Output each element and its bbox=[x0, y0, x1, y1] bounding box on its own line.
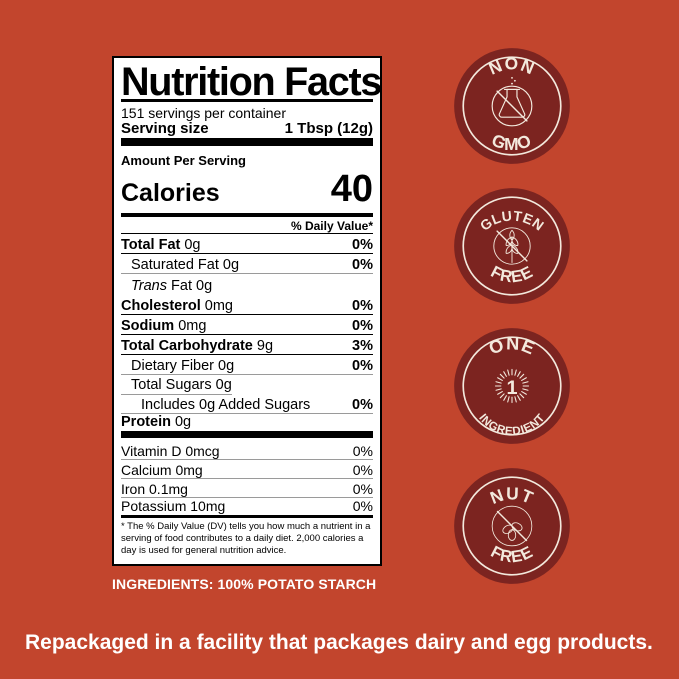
svg-text:1: 1 bbox=[506, 377, 517, 399]
